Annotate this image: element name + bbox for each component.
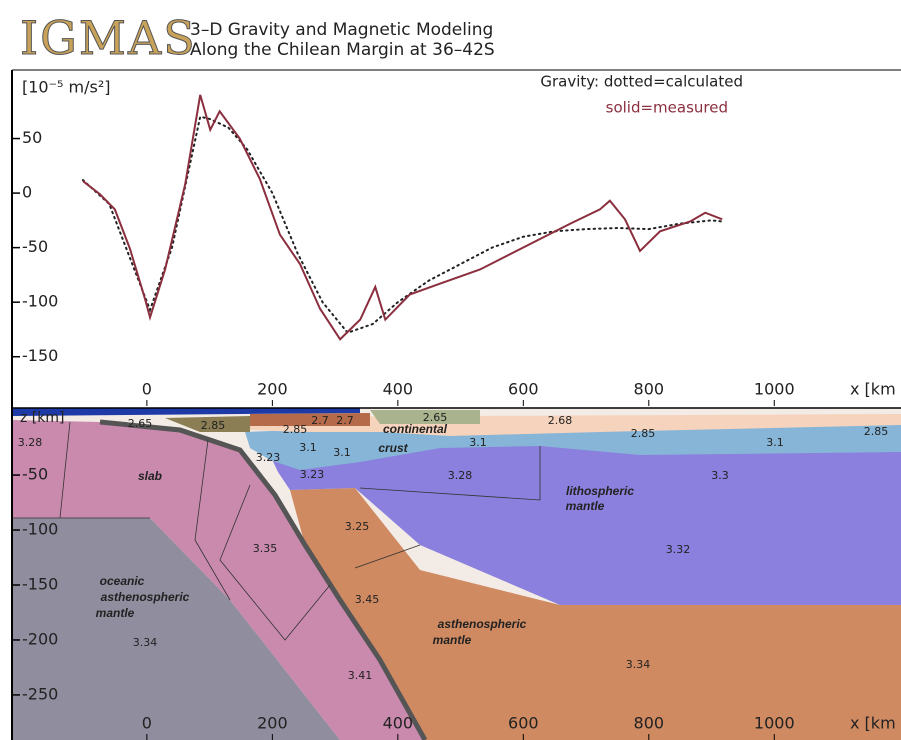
body-label: 2.85 <box>201 419 226 432</box>
y-tick-label: -150 <box>22 574 58 593</box>
body-label: crust <box>378 441 408 455</box>
y-axis-label: z [km] <box>20 410 64 426</box>
x-tick-label: 800 <box>634 380 665 399</box>
body-label: asthenospheric <box>101 590 190 604</box>
body-label: 3.23 <box>300 468 325 481</box>
x-tick-label: 200 <box>257 380 288 399</box>
crust-body <box>245 424 901 470</box>
y-tick-label: -100 <box>22 520 58 539</box>
forearc-body <box>250 413 370 426</box>
body-label: 3.34 <box>626 658 651 671</box>
body-label: 2.7 <box>311 414 329 427</box>
x-tick-label: 200 <box>257 714 288 733</box>
body-label: 3.35 <box>253 542 278 555</box>
lithosphere-body <box>270 444 901 605</box>
body-label: slab <box>138 469 162 483</box>
boundary <box>354 544 421 569</box>
x-tick-label: 800 <box>634 714 665 733</box>
x-tick-label: 400 <box>383 380 414 399</box>
body-label: 3.41 <box>348 669 373 682</box>
series-line <box>82 94 723 341</box>
sediment-body <box>165 416 250 432</box>
body-label: 3.1 <box>333 446 351 459</box>
x-tick-label: 600 <box>508 714 539 733</box>
x-axis-label: x [km <box>850 714 896 733</box>
legend-entry: solid=measured <box>606 99 728 117</box>
body-label: 3.34 <box>133 636 158 649</box>
slab-top <box>99 419 428 740</box>
body-label: 2.65 <box>423 411 448 424</box>
body-label: asthenospheric <box>438 617 527 631</box>
x-axis-label: x [km <box>850 380 896 399</box>
logo: IGMAS <box>20 11 197 66</box>
y-tick-label: 0 <box>22 183 32 202</box>
boundary <box>359 446 541 501</box>
x-tick-label: 600 <box>508 380 539 399</box>
logo-text: IGMAS <box>20 11 197 65</box>
x-tick-label: 1000 <box>754 714 795 733</box>
series-line <box>81 115 724 334</box>
x-tick-label: 0 <box>142 380 152 399</box>
body-label: 3.45 <box>355 593 380 606</box>
boundary <box>194 439 231 601</box>
title-line: 3–D Gravity and Magnetic Modeling <box>190 20 493 40</box>
body-label: 3.25 <box>345 520 370 533</box>
body-label: 2.68 <box>548 414 573 427</box>
oceanic-mantle-body <box>12 518 340 740</box>
y-axis-label: [10⁻⁵ m/s²] <box>22 78 111 97</box>
y-tick-label: -200 <box>22 629 58 648</box>
body-label: lithospheric <box>566 484 634 498</box>
body-label: 3.32 <box>666 543 691 556</box>
body-label: 3.1 <box>766 436 784 449</box>
body-label: oceanic <box>100 574 145 588</box>
x-tick-label: 0 <box>142 714 152 733</box>
x-tick-label: 400 <box>383 714 414 733</box>
ocean-body <box>12 408 360 416</box>
body-label: mantle <box>566 499 605 513</box>
body-label: 3.28 <box>18 436 43 449</box>
basin-body <box>370 410 480 424</box>
section-model <box>12 408 901 740</box>
body-label: 3.28 <box>448 469 473 482</box>
boundary <box>59 421 71 519</box>
body-label: 2.85 <box>864 425 889 438</box>
y-tick-label: -100 <box>22 292 58 311</box>
body-label: 3.1 <box>299 441 317 454</box>
body-label: 2.7 <box>336 414 354 427</box>
body-label: mantle <box>96 606 135 620</box>
body-label: 3.1 <box>469 436 487 449</box>
y-tick-label: 50 <box>22 128 42 147</box>
y-tick-label: -50 <box>22 465 48 484</box>
body-label: 2.85 <box>283 423 308 436</box>
body-label: mantle <box>433 633 472 647</box>
body-label: 2.65 <box>128 417 153 430</box>
x-tick-label: 1000 <box>754 380 795 399</box>
legend-entry: Gravity: dotted=calculated <box>540 73 743 91</box>
body-label: 3.3 <box>711 469 729 482</box>
body-label: 3.23 <box>256 451 281 464</box>
y-tick-label: -250 <box>22 684 58 703</box>
y-tick-label: -150 <box>22 346 58 365</box>
asthenosphere-body <box>290 488 901 740</box>
body-label: 2.85 <box>631 427 656 440</box>
title-line: Along the Chilean Margin at 36–42S <box>190 40 495 60</box>
body-label: continental <box>383 422 448 436</box>
boundary <box>219 484 331 641</box>
y-tick-label: -50 <box>22 237 48 256</box>
